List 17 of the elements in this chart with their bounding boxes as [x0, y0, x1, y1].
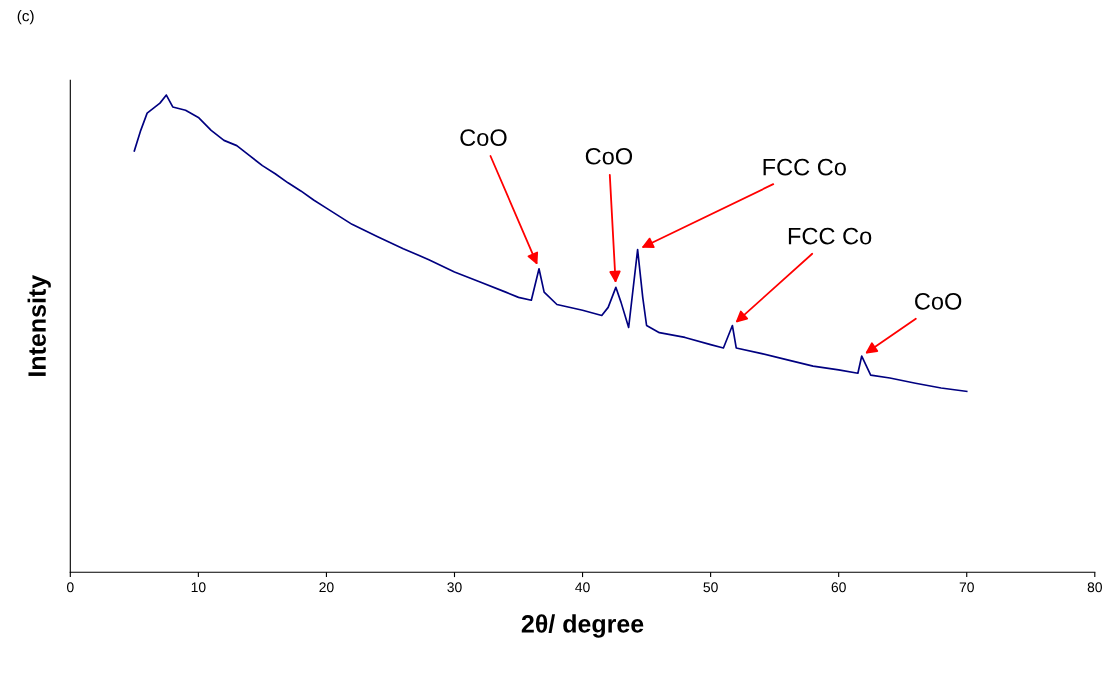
- annotation: CoO: [460, 129, 507, 146]
- x-tick-label: 0: [66, 582, 74, 593]
- annotation: CoO: [585, 147, 633, 165]
- x-tick-label: 40: [575, 582, 590, 593]
- x-tick-label: 10: [191, 582, 206, 593]
- x-tick-label: 20: [319, 582, 334, 593]
- x-axis-title: 2θ/ degree: [521, 614, 644, 638]
- text: (c): [17, 10, 34, 25]
- y-axis-title: Intensity: [27, 274, 51, 376]
- x-tick-label: 80: [1087, 582, 1102, 593]
- annotation: CoO: [915, 293, 962, 310]
- annotation: FCC Co: [763, 158, 846, 176]
- x-tick-label: 70: [959, 582, 974, 593]
- annotation: FCC Co: [788, 227, 872, 245]
- x-tick-label: 30: [447, 582, 462, 593]
- x-tick-label: 50: [703, 582, 718, 593]
- x-tick-label: 60: [831, 582, 846, 593]
